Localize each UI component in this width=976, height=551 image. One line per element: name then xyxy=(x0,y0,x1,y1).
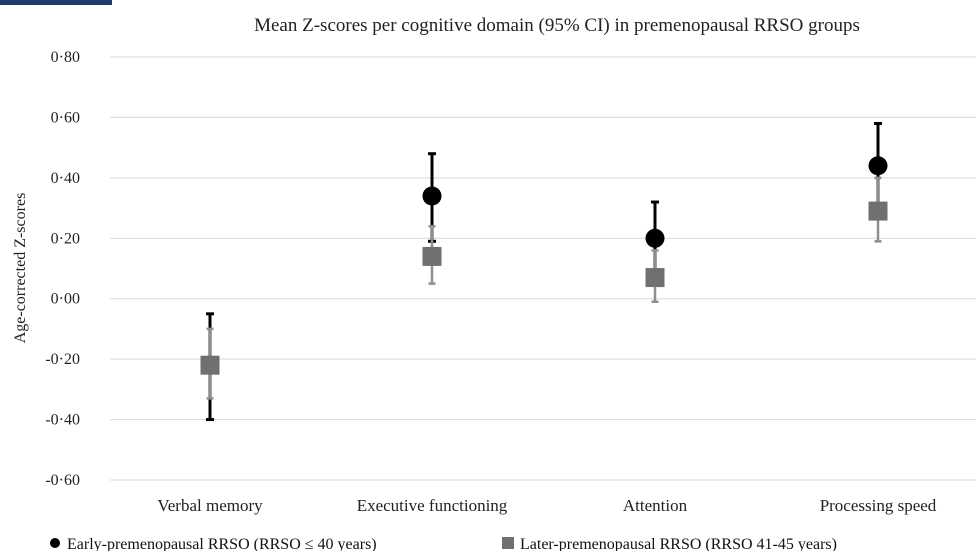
legend-label-later: Later-premenopausal RRSO (RRSO 41-45 yea… xyxy=(520,536,837,551)
point-later xyxy=(200,355,220,375)
point-early xyxy=(868,156,888,176)
y-tick-labels: 0·80 0·60 0·40 0·20 0·00 -0·20 -0·40 -0·60 xyxy=(45,49,80,489)
y-tick-label: 0·60 xyxy=(51,109,80,126)
y-tick-label: -0·20 xyxy=(45,351,80,368)
point-later xyxy=(645,268,665,288)
y-axis-label: Age-corrected Z-scores xyxy=(12,193,29,344)
data-marks xyxy=(200,121,888,422)
legend-label-early: Early-premenopausal RRSO (RRSO ≤ 40 year… xyxy=(67,536,377,551)
legend: Early-premenopausal RRSO (RRSO ≤ 40 year… xyxy=(50,536,837,551)
category-label: Executive functioning xyxy=(357,496,508,515)
legend-marker-later xyxy=(502,537,514,549)
point-early xyxy=(645,228,665,248)
gridlines xyxy=(110,56,976,481)
chart-title: Mean Z-scores per cognitive domain (95% … xyxy=(254,15,860,36)
category-label: Attention xyxy=(623,496,688,515)
y-tick-label: 0·80 xyxy=(51,49,80,66)
legend-marker-early xyxy=(50,538,60,548)
corner-accent-bar xyxy=(0,0,112,5)
y-tick-label: 0·00 xyxy=(51,291,80,308)
category-label: Processing speed xyxy=(820,496,937,515)
point-later xyxy=(422,246,442,266)
point-later xyxy=(868,201,888,221)
category-labels: Verbal memory Executive functioning Attent… xyxy=(157,496,936,515)
category-label: Verbal memory xyxy=(157,496,263,515)
point-early xyxy=(422,186,442,206)
y-tick-label: 0·40 xyxy=(51,170,80,187)
y-tick-label: 0·20 xyxy=(51,230,80,247)
y-tick-label: -0·40 xyxy=(45,412,80,429)
y-tick-label: -0·60 xyxy=(45,472,80,489)
